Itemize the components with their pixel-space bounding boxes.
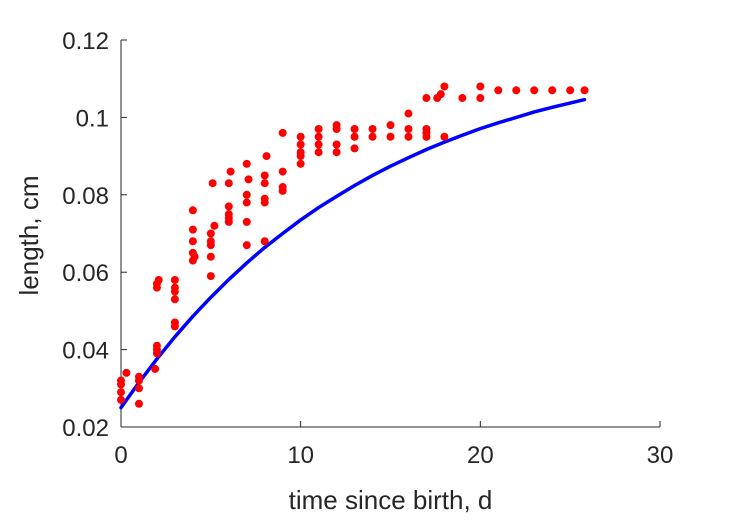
y-tick-label: 0.02 bbox=[62, 415, 109, 442]
data-point bbox=[386, 132, 395, 141]
data-point bbox=[134, 372, 143, 381]
data-point bbox=[122, 368, 131, 377]
data-point bbox=[242, 190, 251, 199]
x-axis-label: time since birth, d bbox=[289, 485, 493, 515]
data-point bbox=[188, 225, 197, 234]
data-point bbox=[260, 171, 269, 180]
data-point bbox=[278, 128, 287, 137]
data-point bbox=[314, 148, 323, 157]
x-tick-label: 0 bbox=[114, 442, 127, 469]
data-point bbox=[154, 275, 163, 284]
data-point bbox=[151, 364, 160, 373]
data-point bbox=[368, 125, 377, 134]
data-point bbox=[566, 86, 575, 95]
data-point bbox=[278, 183, 287, 192]
data-point bbox=[262, 152, 271, 161]
x-tick-label: 20 bbox=[467, 442, 494, 469]
data-point bbox=[386, 121, 395, 130]
data-point bbox=[190, 252, 199, 261]
data-point bbox=[296, 159, 305, 168]
data-point bbox=[314, 140, 323, 149]
data-point bbox=[436, 90, 445, 99]
data-point bbox=[296, 140, 305, 149]
data-point bbox=[476, 82, 485, 91]
y-tick-label: 0.08 bbox=[62, 183, 109, 210]
data-point bbox=[224, 202, 233, 211]
x-tick-label: 10 bbox=[287, 442, 314, 469]
data-point bbox=[332, 148, 341, 157]
y-ticks: 0.02 0.04 0.06 0.08 0.1 0.12 bbox=[62, 28, 127, 442]
data-point bbox=[134, 399, 143, 408]
data-point bbox=[208, 179, 217, 188]
y-axis-label: length, cm bbox=[14, 176, 44, 296]
data-point bbox=[170, 295, 179, 304]
y-tick-label: 0.1 bbox=[76, 105, 109, 132]
data-point bbox=[278, 167, 287, 176]
data-point bbox=[440, 82, 449, 91]
y-tick-label: 0.12 bbox=[62, 28, 109, 55]
x-ticks: 0 10 20 30 bbox=[114, 421, 673, 469]
data-point bbox=[548, 86, 557, 95]
data-point bbox=[210, 221, 219, 230]
data-point bbox=[296, 148, 305, 157]
fit-line bbox=[119, 97, 587, 410]
data-point bbox=[134, 384, 143, 393]
data-point bbox=[188, 206, 197, 215]
y-tick-label: 0.06 bbox=[62, 260, 109, 287]
data-point bbox=[332, 140, 341, 149]
data-point bbox=[152, 341, 161, 350]
data-point bbox=[224, 179, 233, 188]
data-point bbox=[206, 272, 215, 281]
data-point bbox=[404, 132, 413, 141]
data-point bbox=[404, 125, 413, 134]
data-point bbox=[422, 94, 431, 103]
data-point bbox=[314, 132, 323, 141]
data-point bbox=[242, 217, 251, 226]
data-point bbox=[332, 121, 341, 130]
y-tick-label: 0.04 bbox=[62, 338, 109, 365]
data-point bbox=[260, 194, 269, 203]
data-point bbox=[476, 94, 485, 103]
data-point bbox=[458, 94, 467, 103]
data-point bbox=[260, 237, 269, 246]
data-point bbox=[206, 237, 215, 246]
data-point bbox=[244, 175, 253, 184]
data-point bbox=[512, 86, 521, 95]
data-point bbox=[260, 179, 269, 188]
series-layer bbox=[117, 82, 589, 410]
data-point bbox=[350, 132, 359, 141]
data-point bbox=[170, 275, 179, 284]
data-point bbox=[350, 144, 359, 153]
data-point bbox=[404, 109, 413, 118]
data-point bbox=[242, 159, 251, 168]
data-point bbox=[188, 237, 197, 246]
data-point bbox=[226, 167, 235, 176]
data-point bbox=[170, 283, 179, 292]
data-point bbox=[117, 395, 125, 404]
data-point bbox=[170, 318, 179, 327]
data-point bbox=[117, 388, 125, 397]
data-point bbox=[206, 229, 215, 238]
data-point bbox=[440, 132, 449, 141]
data-point bbox=[530, 86, 539, 95]
data-point bbox=[314, 125, 323, 134]
data-point bbox=[368, 132, 377, 141]
data-point bbox=[494, 86, 503, 95]
data-point bbox=[242, 198, 251, 207]
x-tick-label: 30 bbox=[647, 442, 674, 469]
data-point bbox=[296, 132, 305, 141]
data-point bbox=[242, 241, 251, 250]
axes bbox=[120, 40, 660, 428]
data-point bbox=[580, 86, 589, 95]
data-point bbox=[350, 125, 359, 134]
data-point bbox=[422, 125, 431, 134]
data-point bbox=[117, 376, 125, 385]
data-point bbox=[206, 252, 215, 261]
data-point bbox=[224, 210, 233, 219]
